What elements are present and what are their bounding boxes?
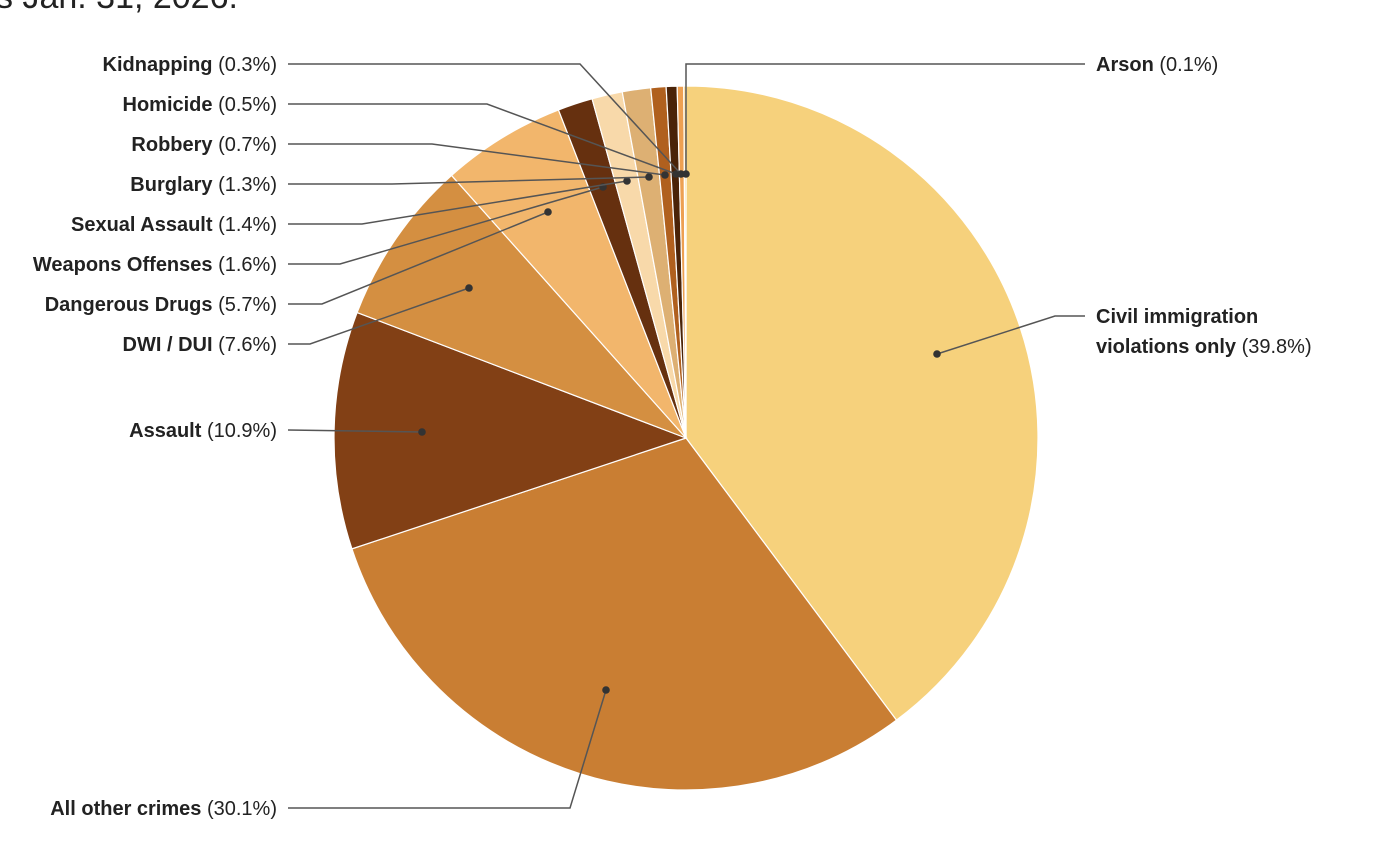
leader-line-kidnapping xyxy=(288,63,682,175)
pie-slices xyxy=(333,85,1039,791)
data-label-kidnapping: Kidnapping (0.3%) xyxy=(103,54,277,76)
leader-line-weapons-offenses xyxy=(288,186,604,265)
leader-line-homicide xyxy=(288,103,677,175)
leader-line-dwi-dui xyxy=(288,287,470,345)
leader-dot-sexual-assault xyxy=(623,177,631,185)
data-label-sexual-assault: Sexual Assault (1.4%) xyxy=(71,214,277,236)
data-label-all-other-crimes: All other crimes (30.1%) xyxy=(50,798,277,820)
data-label-dwi-dui: DWI / DUI (7.6%) xyxy=(123,334,277,356)
pie-slice-dangerous-drugs xyxy=(450,109,687,439)
pie-slice-dwi-dui xyxy=(356,174,687,439)
data-label-weapons-offenses: Weapons Offenses (1.6%) xyxy=(33,254,277,276)
leader-line-assault xyxy=(287,429,423,433)
leader-line-arson xyxy=(685,63,1085,174)
leader-dot-arson xyxy=(682,170,690,178)
data-label-burglary: Burglary (1.3%) xyxy=(130,174,277,196)
leader-dot-burglary xyxy=(645,173,653,181)
leader-line-civil-immigration-violations-only xyxy=(936,315,1085,355)
leader-line-dangerous-drugs xyxy=(288,211,549,305)
leader-dot-all-other-crimes xyxy=(602,686,610,694)
data-label-civil-immigration-violations-only: Civil immigration violations only (39.8%) xyxy=(1096,306,1312,358)
leader-dot-assault xyxy=(418,428,426,436)
leader-dot-civil-immigration-violations-only xyxy=(933,350,941,358)
data-label-arson: Arson (0.1%) xyxy=(1096,54,1218,76)
leader-dot-dwi-dui xyxy=(465,284,473,292)
leader-dot-dangerous-drugs xyxy=(544,208,552,216)
data-label-robbery: Robbery (0.7%) xyxy=(131,134,277,156)
leader-line-burglary xyxy=(288,176,650,185)
data-label-homicide: Homicide (0.5%) xyxy=(123,94,278,116)
data-label-assault: Assault (10.9%) xyxy=(129,420,277,442)
chart-caption: s Jan. 31, 2026. xyxy=(0,0,238,17)
leader-line-all-other-crimes xyxy=(288,689,607,809)
data-label-dangerous-drugs: Dangerous Drugs (5.7%) xyxy=(45,294,277,316)
leader-line-sexual-assault xyxy=(288,180,628,225)
leader-dot-robbery xyxy=(661,171,669,179)
leader-line-robbery xyxy=(288,143,666,176)
